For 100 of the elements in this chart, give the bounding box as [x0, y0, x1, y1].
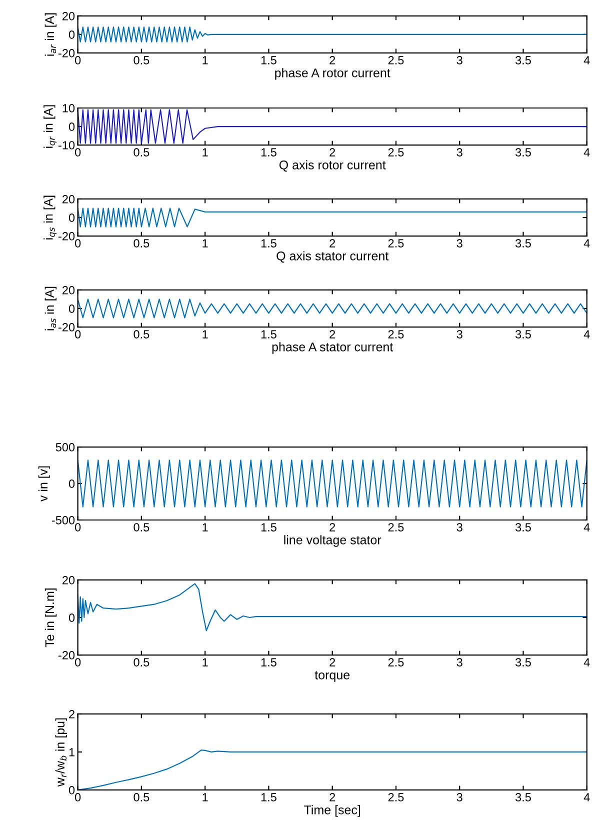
x-tick-label: 3.5: [515, 148, 531, 156]
x-tick-label: 2.5: [388, 793, 404, 802]
y-axis-title: w$_{r}$/w$_{b}$ in [pu]: [55, 718, 67, 787]
x-axis-title: line voltage stator: [284, 535, 382, 547]
x-axis-title: Q axis stator current: [276, 251, 389, 263]
x-tick-label: 2: [330, 523, 336, 532]
y-axis-title: i$_{ar}$ in [A]: [44, 13, 56, 56]
x-axis-title: phase A rotor current: [275, 68, 390, 80]
x-tick-label: 3.5: [515, 56, 531, 64]
x-tick-label: 0.5: [134, 330, 150, 338]
y-tick-label: -500: [52, 516, 75, 524]
x-tick-label: 2.5: [388, 239, 404, 248]
x-tick-label: 2.5: [388, 56, 404, 64]
y-tick-label: -20: [58, 651, 75, 660]
x-tick-label: 2: [330, 793, 336, 802]
x-tick-label: 3: [456, 330, 462, 338]
x-tick-label: 1: [202, 56, 208, 64]
y-tick-label: 20: [62, 195, 75, 204]
x-axis-title: torque: [314, 671, 350, 682]
y-tick-label: -20: [58, 323, 75, 332]
x-tick-label: 4: [584, 793, 590, 802]
x-tick-label: 0: [74, 330, 81, 338]
y-tick-label: 2: [69, 710, 74, 718]
x-tick-label: 2.5: [388, 523, 404, 532]
x-tick-label: 0.5: [134, 658, 150, 666]
x-tick-label: 2: [330, 148, 336, 156]
y-axis-title: v in [v]: [38, 466, 50, 502]
y-tick-label: 0: [68, 480, 75, 488]
x-tick-label: 1.5: [261, 658, 276, 666]
x-tick-label: 2.5: [388, 330, 404, 338]
x-tick-label: 1: [202, 148, 208, 156]
x-tick-label: 0.5: [134, 523, 150, 532]
x-tick-label: 2: [330, 56, 336, 64]
y-tick-label: 20: [62, 12, 75, 20]
y-tick-label: -20: [58, 48, 75, 58]
x-tick-label: 1.5: [261, 330, 276, 338]
x-tick-label: 4: [584, 658, 590, 666]
line-series: [78, 109, 587, 144]
y-tick-label: 0: [68, 30, 75, 39]
x-tick-label: 3: [456, 239, 462, 248]
y-axis-title: i$_{qr}$ in [A]: [44, 105, 56, 148]
x-tick-label: 3.5: [515, 658, 531, 666]
x-tick-label: 3: [456, 523, 462, 532]
line-series: [78, 583, 587, 632]
x-tick-label: 4: [584, 523, 590, 532]
x-tick-label: 1: [202, 239, 208, 248]
x-tick-label: 4: [584, 239, 590, 248]
x-tick-label: 1: [202, 793, 208, 802]
line-series: [78, 298, 587, 318]
x-tick-label: 3.5: [515, 793, 531, 802]
x-tick-label: 1: [202, 330, 208, 338]
y-tick-label: 20: [62, 286, 75, 294]
x-tick-label: 3: [456, 148, 462, 156]
x-tick-label: 0.5: [134, 239, 150, 248]
x-axis-title: Q axis rotor current: [279, 160, 386, 172]
x-tick-label: 3: [456, 56, 462, 64]
x-axis-title: Time [sec]: [304, 805, 360, 817]
x-tick-label: 3.5: [515, 330, 531, 338]
x-tick-label: 3.5: [515, 239, 531, 248]
x-tick-label: 4: [584, 56, 590, 64]
x-tick-label: 2: [330, 330, 336, 338]
x-tick-label: 1.5: [261, 523, 276, 532]
x-tick-label: 4: [584, 330, 590, 338]
y-tick-label: 1: [69, 748, 74, 756]
y-tick-label: 0: [68, 786, 75, 794]
x-tick-label: 0.5: [134, 793, 150, 802]
y-tick-label: 20: [62, 576, 75, 584]
x-tick-label: 1: [202, 523, 208, 532]
x-tick-label: 0: [74, 148, 81, 156]
x-tick-label: 1.5: [261, 148, 276, 156]
x-tick-label: 0: [74, 523, 81, 532]
line-series: [78, 26, 587, 42]
y-axis-title: i$_{as}$ in [A]: [44, 286, 56, 330]
x-tick-label: 3.5: [515, 523, 531, 532]
x-axis-title: phase A stator current: [272, 342, 394, 354]
x-tick-label: 1.5: [261, 793, 276, 802]
x-tick-label: 2.5: [388, 658, 404, 666]
x-tick-label: 0: [74, 658, 81, 666]
line-series: [78, 208, 587, 228]
y-tick-label: 0: [68, 122, 75, 131]
x-tick-label: 1: [202, 658, 208, 666]
y-axis-title: i$_{qs}$ in [A]: [44, 196, 56, 240]
y-axis-title: Te in [N.m]: [44, 588, 57, 648]
x-tick-label: 2: [330, 239, 336, 248]
y-tick-label: 10: [62, 104, 75, 112]
x-tick-label: 1.5: [261, 239, 276, 248]
y-tick-label: -20: [58, 232, 75, 240]
y-tick-label: -10: [58, 141, 75, 150]
x-tick-label: 3: [456, 658, 462, 666]
x-tick-label: 1.5: [261, 56, 276, 64]
x-tick-label: 0: [74, 239, 81, 248]
x-tick-label: 2: [330, 658, 336, 666]
x-tick-label: 0: [74, 793, 81, 802]
x-tick-label: 3: [456, 793, 462, 802]
x-tick-label: 4: [584, 148, 590, 156]
y-tick-label: 500: [56, 443, 75, 452]
x-tick-label: 0.5: [134, 56, 150, 64]
x-tick-label: 2.5: [388, 148, 404, 156]
y-tick-label: 0: [68, 304, 75, 313]
x-tick-label: 0: [74, 56, 81, 64]
